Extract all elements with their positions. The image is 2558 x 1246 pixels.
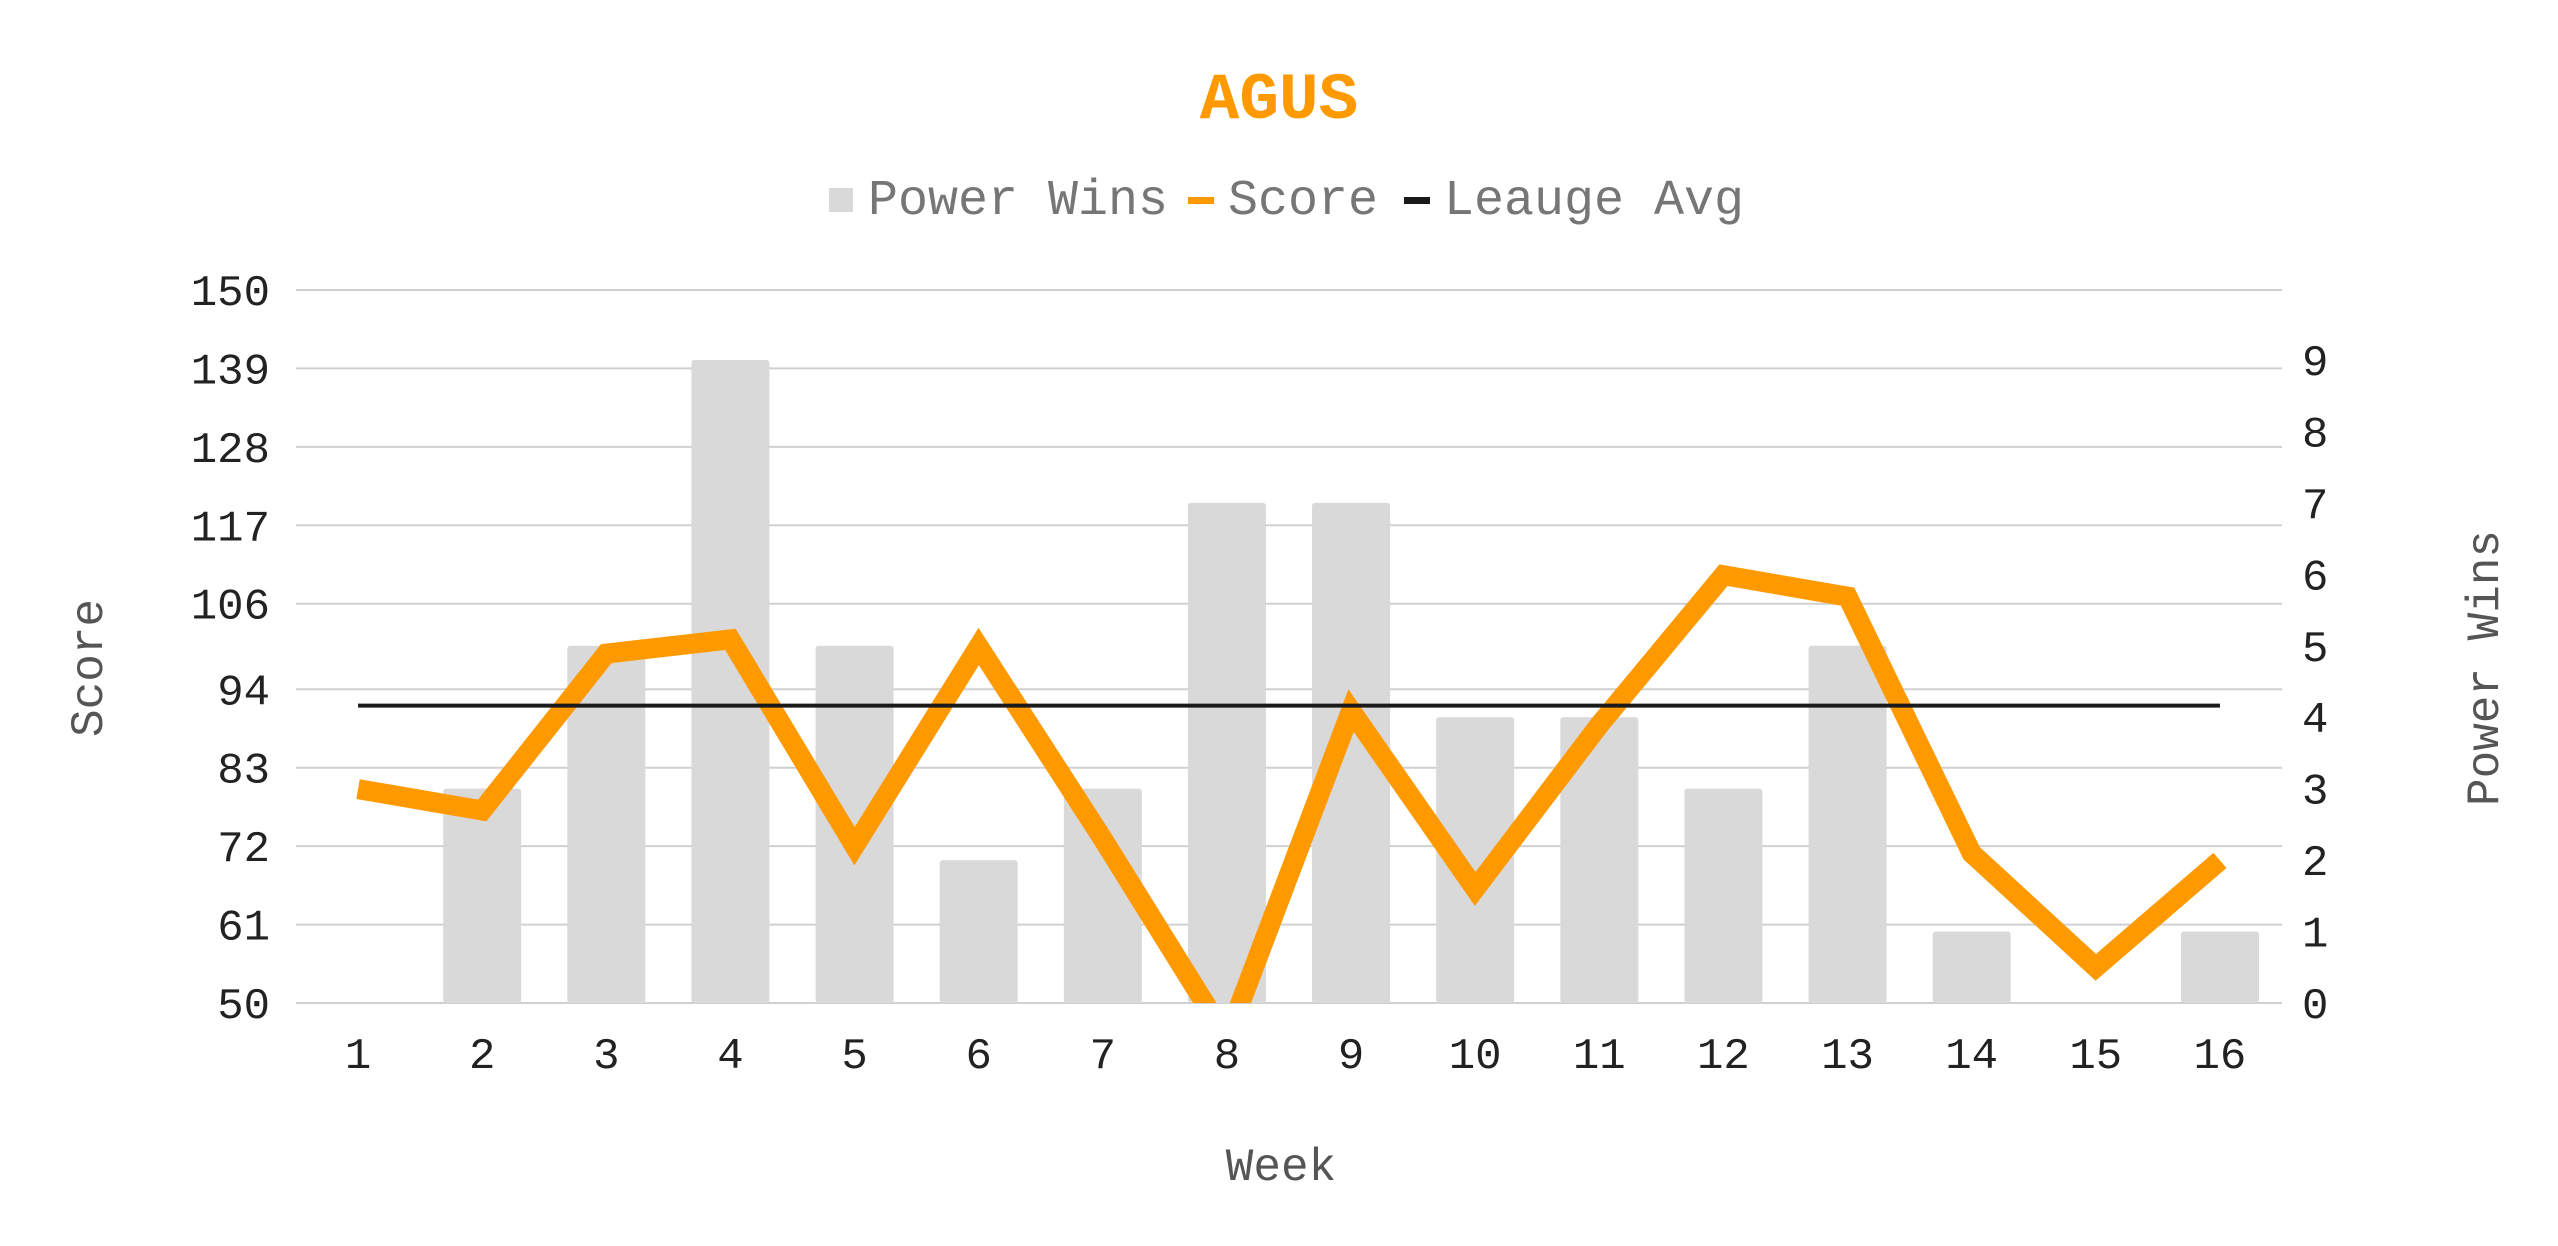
- x-tick: 16: [2194, 1032, 2247, 1082]
- y-axis-title-left: Score: [64, 599, 116, 737]
- y-tick-right: 7: [2302, 482, 2328, 532]
- x-tick: 8: [1214, 1032, 1240, 1082]
- bar: [1932, 931, 2011, 1003]
- x-tick: 12: [1697, 1032, 1750, 1082]
- bar: [567, 645, 646, 1003]
- y-tick-left: 94: [217, 668, 270, 718]
- legend-swatch-power-wins: [829, 188, 853, 212]
- bar: [443, 788, 522, 1003]
- x-tick: 5: [841, 1032, 867, 1082]
- legend-swatch-league-avg: [1404, 197, 1430, 204]
- chart-title: AGUS: [1200, 63, 1358, 138]
- y-tick-left: 117: [191, 504, 270, 554]
- x-axis-ticks: 1 2 3 4 5 6 7 8 9 10 11 12 13 14 15 16: [345, 1032, 2246, 1082]
- y-tick-right: 2: [2302, 839, 2328, 889]
- bar: [1560, 717, 1639, 1003]
- y-tick-right: 8: [2302, 410, 2328, 460]
- x-tick: 15: [2069, 1032, 2122, 1082]
- x-tick: 4: [717, 1032, 743, 1082]
- y-tick-left: 139: [191, 347, 270, 397]
- left-axis-ticks: 50 61 72 83 94 106 117 128 139 150: [191, 269, 270, 1032]
- y-tick-left: 150: [191, 269, 270, 319]
- y-tick-right: 0: [2302, 982, 2328, 1032]
- bar: [1684, 788, 1763, 1003]
- bar: [815, 645, 894, 1003]
- y-tick-left: 128: [191, 426, 270, 476]
- x-tick: 11: [1573, 1032, 1626, 1082]
- power-wins-bars: [443, 360, 2259, 1003]
- bar: [939, 860, 1018, 1003]
- x-tick: 1: [345, 1032, 371, 1082]
- bar: [1312, 502, 1391, 1003]
- x-axis-title: Week: [1226, 1142, 1336, 1194]
- score-line: [356, 564, 2227, 1003]
- x-tick: 13: [1821, 1032, 1874, 1082]
- x-tick: 2: [469, 1032, 495, 1082]
- y-tick-left: 72: [217, 825, 270, 875]
- x-tick: 7: [1090, 1032, 1116, 1082]
- bar: [1063, 788, 1142, 1003]
- x-tick: 6: [965, 1032, 991, 1082]
- y-tick-right: 3: [2302, 768, 2328, 818]
- legend-label-score: Score: [1228, 173, 1378, 230]
- legend-label-power-wins: Power Wins: [868, 173, 1168, 230]
- y-tick-left: 83: [217, 747, 270, 797]
- y-tick-right: 1: [2302, 911, 2328, 961]
- bar: [1436, 717, 1515, 1003]
- y-tick-right: 5: [2302, 625, 2328, 675]
- right-axis-ticks: 0 1 2 3 4 5 6 7 8 9: [2302, 339, 2328, 1032]
- x-tick: 3: [593, 1032, 619, 1082]
- x-tick: 10: [1449, 1032, 1502, 1082]
- legend-label-league-avg: Leauge Avg: [1444, 173, 1744, 230]
- bar: [2180, 931, 2259, 1003]
- y-tick-right: 6: [2302, 553, 2328, 603]
- score-lines: [356, 564, 2227, 1003]
- legend: Power Wins Score Leauge Avg: [829, 173, 1744, 230]
- x-tick: 14: [1945, 1032, 1998, 1082]
- y-tick-right: 9: [2302, 339, 2328, 389]
- y-tick-left: 106: [191, 583, 270, 633]
- y-tick-right: 4: [2302, 696, 2328, 746]
- y-axis-title-right: Power Wins: [2460, 530, 2512, 806]
- y-tick-left: 61: [217, 904, 270, 954]
- x-tick: 9: [1338, 1032, 1364, 1082]
- bar: [1808, 645, 1887, 1003]
- bar: [1187, 502, 1266, 1003]
- legend-swatch-score: [1188, 197, 1214, 204]
- y-tick-left: 50: [217, 982, 270, 1032]
- bar: [691, 360, 770, 1003]
